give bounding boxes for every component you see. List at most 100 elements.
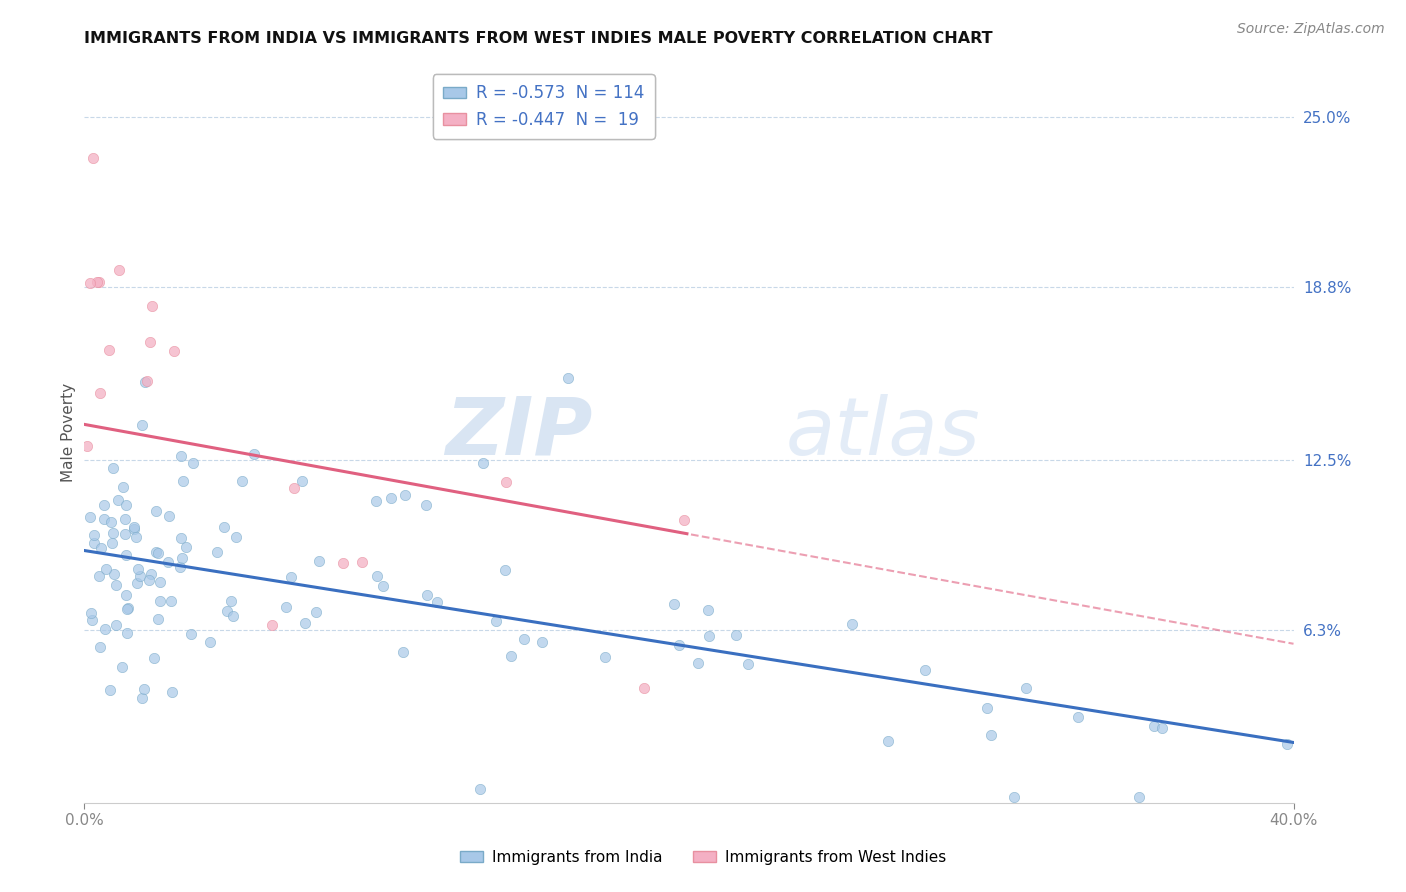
Point <box>86 275 108 289</box>
Point <box>87 568 110 582</box>
Point <box>633 681 655 695</box>
Point <box>170 449 193 463</box>
Point <box>274 599 297 614</box>
Point <box>105 618 128 632</box>
Point <box>242 446 264 460</box>
Point <box>111 480 134 494</box>
Point <box>180 627 202 641</box>
Point <box>79 276 101 290</box>
Point <box>111 659 134 673</box>
Point <box>231 474 253 488</box>
Point <box>80 606 103 620</box>
Point <box>512 632 534 646</box>
Point <box>380 491 402 506</box>
Point <box>98 683 121 698</box>
Text: IMMIGRANTS FROM INDIA VS IMMIGRANTS FROM WEST INDIES MALE POVERTY CORRELATION CH: IMMIGRANTS FROM INDIA VS IMMIGRANTS FROM… <box>84 31 993 46</box>
Point <box>115 548 138 562</box>
Point <box>139 567 162 582</box>
Point <box>107 493 129 508</box>
Point <box>114 527 136 541</box>
Point <box>1002 790 1025 805</box>
Point <box>394 488 416 502</box>
Point <box>79 510 101 524</box>
Point <box>485 614 508 628</box>
Point <box>169 560 191 574</box>
Point <box>115 588 138 602</box>
Point <box>103 461 125 475</box>
Point <box>89 386 111 401</box>
Point <box>672 513 695 527</box>
Point <box>141 299 163 313</box>
Point <box>557 371 579 385</box>
Point <box>495 475 517 489</box>
Point <box>163 344 186 359</box>
Point <box>172 474 194 488</box>
Point <box>80 613 103 627</box>
Point <box>145 503 167 517</box>
Point <box>114 512 136 526</box>
Point <box>94 561 117 575</box>
Point <box>107 262 129 277</box>
Point <box>699 629 721 643</box>
Point <box>76 439 98 453</box>
Point <box>101 525 124 540</box>
Point <box>156 556 179 570</box>
Point <box>149 574 172 589</box>
Point <box>157 508 180 523</box>
Point <box>217 604 239 618</box>
Text: atlas: atlas <box>786 393 980 472</box>
Point <box>366 494 388 508</box>
Point <box>499 648 522 663</box>
Point <box>94 622 117 636</box>
Point <box>100 536 122 550</box>
Point <box>145 545 167 559</box>
Point <box>89 640 111 654</box>
Point <box>391 645 413 659</box>
Point <box>117 625 139 640</box>
Point <box>122 522 145 536</box>
Point <box>371 579 394 593</box>
Point <box>115 498 138 512</box>
Point <box>127 562 149 576</box>
Point <box>93 512 115 526</box>
Point <box>688 656 710 670</box>
Point <box>198 635 221 649</box>
Point <box>132 681 155 696</box>
Point <box>219 593 242 607</box>
Point <box>366 569 388 583</box>
Point <box>83 536 105 550</box>
Point <box>291 474 314 488</box>
Point <box>103 566 125 581</box>
Point <box>470 781 492 796</box>
Point <box>125 530 148 544</box>
Point <box>90 541 112 555</box>
Point <box>131 691 153 706</box>
Legend: R = -0.573  N = 114, R = -0.447  N =  19: R = -0.573 N = 114, R = -0.447 N = 19 <box>433 74 655 139</box>
Point <box>283 481 305 495</box>
Point <box>125 576 148 591</box>
Point <box>352 556 374 570</box>
Point <box>117 600 139 615</box>
Point <box>170 531 193 545</box>
Text: ZIP: ZIP <box>444 393 592 472</box>
Point <box>170 550 193 565</box>
Point <box>205 545 228 559</box>
Point <box>225 529 247 543</box>
Point <box>1143 719 1166 733</box>
Y-axis label: Male Poverty: Male Poverty <box>60 383 76 483</box>
Point <box>160 685 183 699</box>
Point <box>308 554 330 568</box>
Point <box>1128 790 1150 805</box>
Point <box>128 568 150 582</box>
Point <box>260 617 283 632</box>
Point <box>494 563 516 577</box>
Point <box>980 729 1002 743</box>
Point <box>115 602 138 616</box>
Text: Source: ZipAtlas.com: Source: ZipAtlas.com <box>1237 22 1385 37</box>
Point <box>122 520 145 534</box>
Point <box>149 594 172 608</box>
Legend: Immigrants from India, Immigrants from West Indies: Immigrants from India, Immigrants from W… <box>454 844 952 871</box>
Point <box>82 152 104 166</box>
Point <box>212 520 235 534</box>
Point <box>662 598 685 612</box>
